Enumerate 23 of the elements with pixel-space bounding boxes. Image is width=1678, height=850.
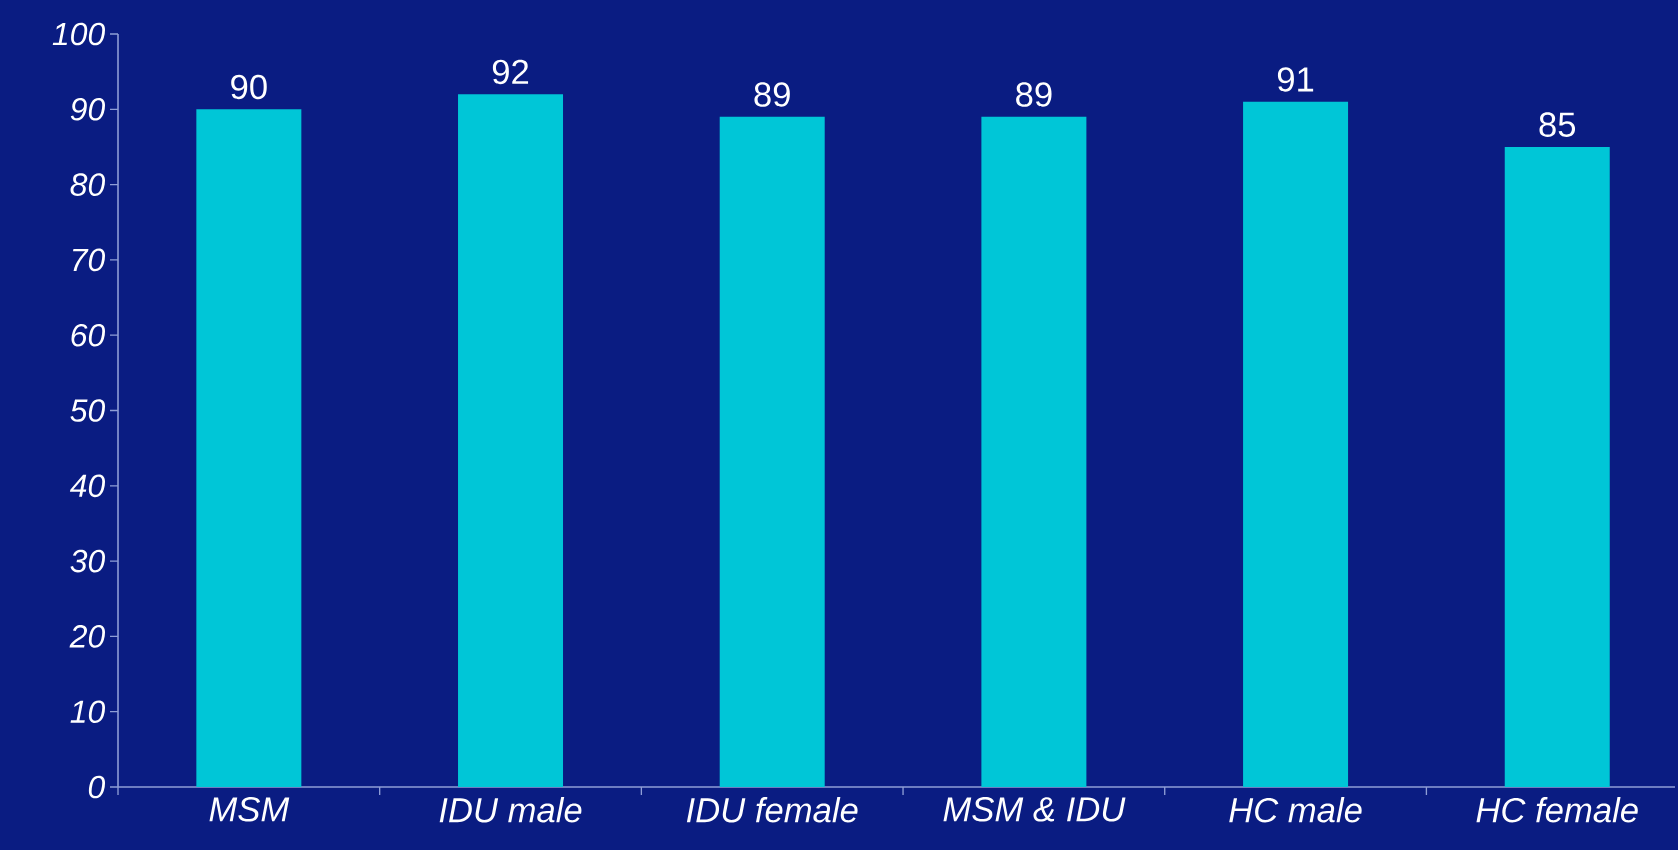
y-tick-label: 70 [73,248,106,272]
y-tick-label: 20 [69,625,106,648]
x-tick-label: HC female [1476,797,1638,823]
data-label: 90 [231,74,267,100]
y-tick-label: 40 [69,474,106,498]
data-label: 91 [1277,67,1314,92]
y-tick-label: 60 [71,323,106,347]
x-tick-label: HC male [1229,797,1362,823]
y-tick-label: 80 [70,173,106,196]
y-tick-label: 50 [70,399,106,422]
data-label: 92 [492,59,529,85]
x-tick-label: IDU female [686,797,858,823]
y-tick-label: 90 [70,97,106,121]
y-tick-label: 30 [70,549,106,573]
x-tick-label: IDU male [439,797,582,823]
x-tick-label: MSM & IDU [943,797,1126,822]
data-label: 89 [1016,82,1052,107]
x-tick-label: MSM [209,797,290,822]
y-tick-label: 100 [52,22,106,46]
data-label: 85 [1539,112,1576,137]
y-tick-label: 0 [88,775,106,799]
data-label: 89 [754,82,790,107]
y-tick-label: 10 [70,700,106,724]
